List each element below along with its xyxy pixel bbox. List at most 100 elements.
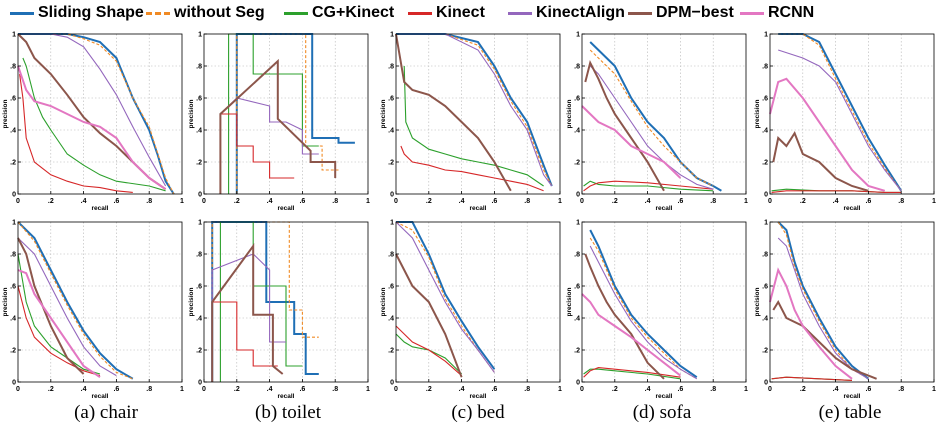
series-line <box>219 58 337 194</box>
y-tick-label: .4 <box>10 128 16 135</box>
x-tick-label: .4 <box>833 386 839 393</box>
y-tick-label: .4 <box>762 316 768 323</box>
series-line <box>17 285 101 377</box>
x-tick-label: .8 <box>898 386 904 393</box>
x-tick-label: 1 <box>366 386 370 393</box>
plot-area <box>396 34 560 194</box>
x-tick-label: 0 <box>16 386 20 393</box>
y-tick-label: .8 <box>388 64 394 71</box>
y-tick-label: .6 <box>388 284 394 291</box>
x-tick-label: 1 <box>932 198 936 205</box>
y-tick-label: .6 <box>762 96 768 103</box>
series-line <box>769 267 853 380</box>
y-tick-label: .6 <box>574 284 580 291</box>
y-tick-label: .4 <box>10 316 16 323</box>
y-tick-label: .4 <box>388 316 394 323</box>
plot-frame <box>203 221 369 383</box>
series-line <box>17 221 134 380</box>
y-tick-label: .6 <box>388 96 394 103</box>
y-tick-label: .2 <box>10 348 16 355</box>
caption-d: (d) sofa <box>632 402 692 423</box>
y-tick-label: 0 <box>12 192 16 199</box>
pr-chart: 0 .2 .4 .6 .8 1 0 .2 .4 .6 .8 1 recall precision <box>2 220 184 401</box>
plot-area <box>18 222 182 382</box>
y-tick-label: .6 <box>10 96 16 103</box>
x-axis-label: recall <box>92 393 109 400</box>
series-line <box>396 33 553 187</box>
y-tick-label: .8 <box>574 64 580 71</box>
y-tick-label: 1 <box>390 220 394 227</box>
x-tick-label: .4 <box>267 198 273 205</box>
x-tick-label: .4 <box>645 386 651 393</box>
plot-frame <box>203 33 369 195</box>
legend-item: without Seg <box>146 2 265 24</box>
series-line <box>400 145 544 192</box>
x-tick-label: 0 <box>768 198 772 205</box>
x-tick-label: .2 <box>800 386 806 393</box>
x-tick-label: 1 <box>744 386 748 393</box>
series-line <box>18 33 167 187</box>
x-tick-label: 1 <box>558 386 562 393</box>
series-line <box>772 131 869 192</box>
pr-chart: 0 .2 .4 .6 .8 1 0 .2 .4 .6 .8 1 recall precision <box>188 220 370 401</box>
x-axis-label: recall <box>470 205 487 212</box>
series-line <box>589 229 698 379</box>
x-tick-label: .4 <box>645 198 651 205</box>
x-tick-label: 1 <box>744 198 748 205</box>
pr-chart: 0 .2 .4 .6 .8 1 0 .2 .4 .6 .8 1 recall precision <box>754 32 936 213</box>
series-line <box>211 242 284 382</box>
y-tick-label: 0 <box>390 380 394 387</box>
plot-area <box>582 222 746 382</box>
legend-label: DPM−best <box>656 4 734 21</box>
series-line <box>778 49 902 192</box>
series-line <box>396 33 553 187</box>
pr-chart: 0 .2 .4 .6 .8 1 0 .2 .4 .6 .8 1 recall precision <box>380 220 562 401</box>
caption-b: (b) toilet <box>255 402 321 423</box>
pr-chart: 0 .2 .4 .6 .8 1 0 .2 .4 .6 .8 1 recall precision <box>754 220 936 401</box>
x-tick-label: .8 <box>146 198 152 205</box>
y-tick-label: .4 <box>196 128 202 135</box>
x-tick-label: .8 <box>332 386 338 393</box>
legend: Sliding Shape without Seg CG+Kinect Kinect K… <box>0 0 952 26</box>
pr-chart: 0 .2 .4 .6 .8 1 0 .2 .4 .6 .8 1 recall precision <box>188 32 370 213</box>
x-axis-label: recall <box>656 393 673 400</box>
series-line <box>17 253 101 375</box>
plot-frame <box>17 33 183 195</box>
legend-swatch <box>508 11 532 15</box>
x-tick-label: .8 <box>524 386 530 393</box>
legend-swatch <box>628 11 652 15</box>
x-tick-label: .2 <box>426 386 432 393</box>
x-tick-label: 0 <box>580 198 584 205</box>
series-line <box>583 368 681 380</box>
series-line <box>583 180 714 192</box>
y-tick-label: .4 <box>574 128 580 135</box>
legend-label: without Seg <box>174 4 265 21</box>
x-axis-label: recall <box>844 205 861 212</box>
y-tick-label: 1 <box>764 220 768 227</box>
plot-area <box>396 222 560 382</box>
series-line <box>17 269 101 379</box>
x-axis-label: recall <box>844 393 861 400</box>
y-axis-label: precision <box>380 288 387 317</box>
series-line <box>395 325 462 377</box>
x-tick-label: .2 <box>48 386 54 393</box>
series-line <box>396 33 553 187</box>
y-tick-label: 0 <box>198 192 202 199</box>
x-axis-label: recall <box>278 205 295 212</box>
legend-swatch <box>408 11 432 15</box>
x-tick-label: .6 <box>491 198 497 205</box>
y-tick-label: .4 <box>574 316 580 323</box>
x-tick-label: .2 <box>48 198 54 205</box>
y-tick-label: .2 <box>574 160 580 167</box>
x-axis-label: recall <box>656 205 673 212</box>
y-tick-label: 1 <box>390 32 394 39</box>
series-line <box>219 113 295 194</box>
series-line <box>589 65 714 190</box>
pr-chart: 0 .2 .4 .6 .8 1 0 .2 .4 .6 .8 1 recall precision <box>2 32 184 213</box>
series-line <box>403 65 544 187</box>
y-tick-label: 0 <box>576 192 580 199</box>
x-tick-label: .4 <box>459 386 465 393</box>
plot-frame <box>395 221 561 383</box>
